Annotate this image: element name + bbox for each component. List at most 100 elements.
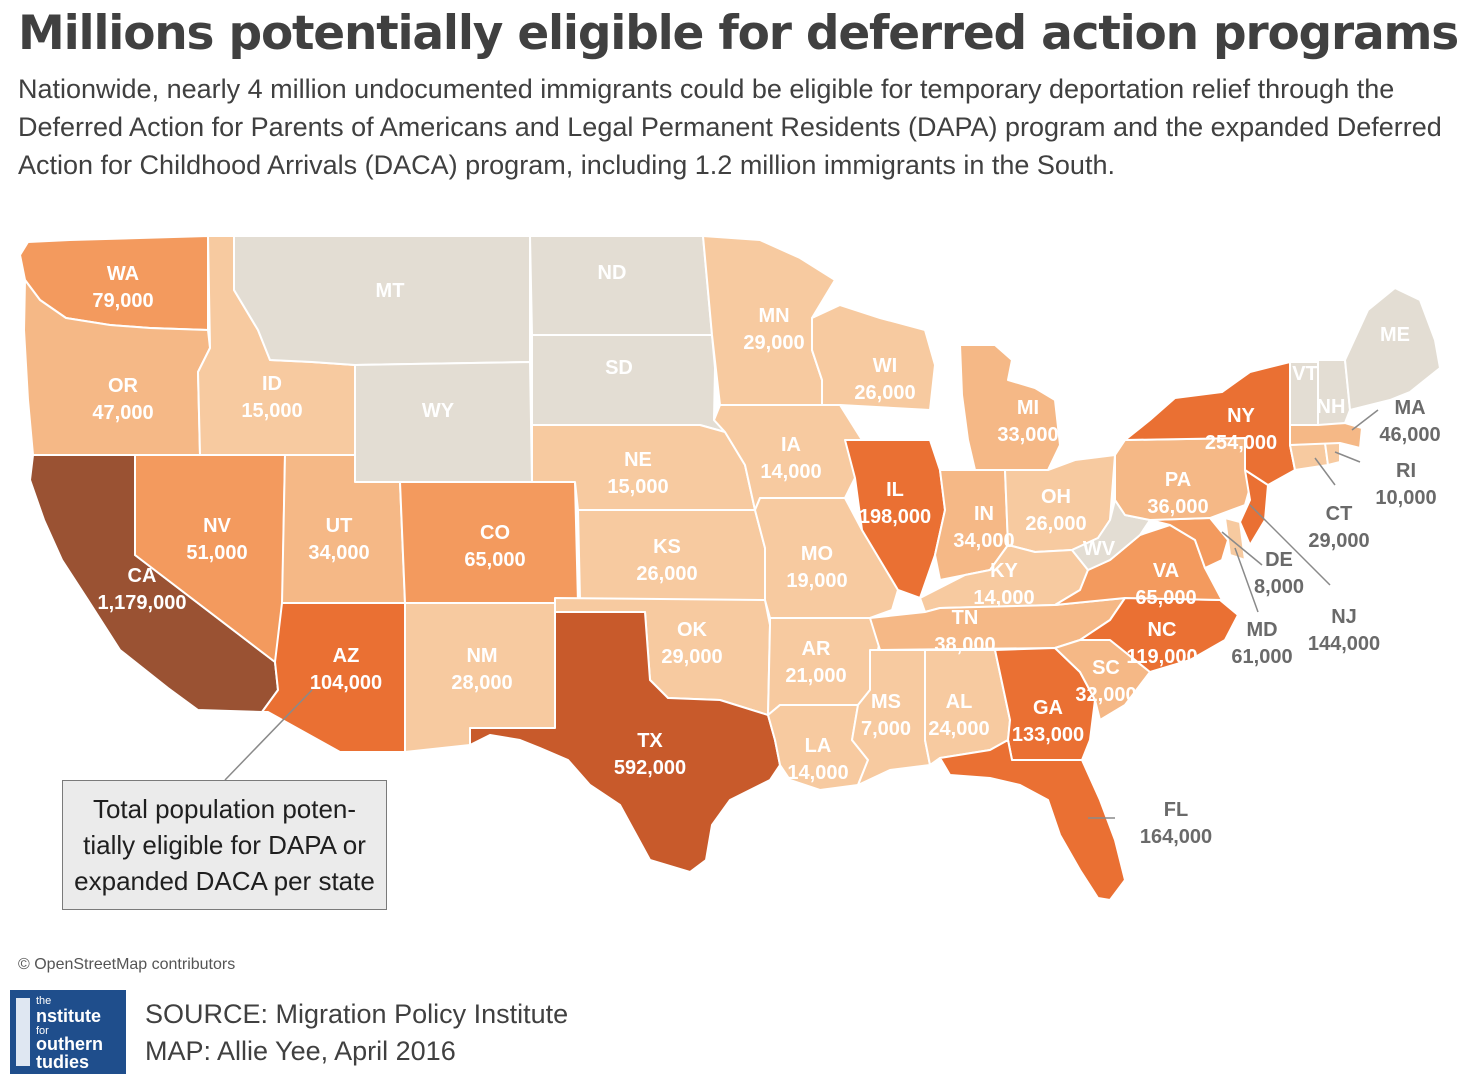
state-value-label-ct: 29,000 [1308,530,1369,552]
page-subtitle: Nationwide, nearly 4 million undocumente… [18,74,1442,180]
state-value-label-ut: 34,000 [308,542,369,564]
state-code-label-vt: VT [1292,363,1318,385]
state-fl [939,739,1126,901]
state-value-label-wa: 79,000 [92,290,153,312]
state-code-label-la: LA [805,735,832,757]
state-value-label-ia: 14,000 [760,461,821,483]
state-code-label-ms: MS [871,691,901,713]
legend-callout: Total population poten- tially eligible … [62,780,387,910]
state-code-label-id: ID [262,373,282,395]
state-value-label-il: 198,000 [859,506,931,528]
state-value-label-co: 65,000 [464,549,525,571]
map-attribution: © OpenStreetMap contributors [18,956,236,973]
state-code-label-nv: NV [203,515,231,537]
state-ct [1289,442,1329,471]
page-title: Millions potentially eligible for deferr… [18,6,1459,61]
state-value-label-tx: 592,000 [614,757,686,779]
callout-line-3: expanded DACA per state [74,866,375,896]
state-value-label-ma: 46,000 [1379,424,1440,446]
callout-line-1: Total population poten- [92,794,357,824]
state-code-label-ok: OK [677,619,708,641]
state-code-label-nd: ND [598,262,627,284]
state-value-label-nm: 28,000 [451,672,512,694]
state-value-label-la: 14,000 [787,762,848,784]
state-value-label-ca: 1,179,000 [98,592,187,614]
state-code-label-oh: OH [1041,486,1071,508]
state-code-label-sd: SD [605,357,633,379]
state-sd [531,334,726,433]
state-code-label-nc: NC [1148,619,1177,641]
state-code-label-wy: WY [422,400,455,422]
state-value-label-pa: 36,000 [1147,496,1208,518]
state-nc [1079,597,1239,673]
state-nh [1317,359,1351,426]
source-credit: SOURCE: Migration Policy Institute MAP: … [145,996,568,1070]
state-code-label-sc: SC [1092,657,1120,679]
state-code-label-il: IL [886,479,904,501]
state-md [1149,517,1229,569]
state-value-label-ne: 15,000 [607,476,668,498]
institute-logo: the nstitute for outhern tudies [10,990,126,1074]
state-code-label-ca: CA [128,565,157,587]
state-value-label-ks: 26,000 [636,563,697,585]
state-value-label-ky: 14,000 [973,587,1034,609]
state-code-label-nj: NJ [1331,606,1357,628]
state-code-label-ky: KY [990,560,1018,582]
state-me [1344,287,1441,411]
state-code-label-mo: MO [801,543,833,565]
state-code-label-ia: IA [781,434,801,456]
state-code-label-me: ME [1380,324,1410,346]
state-code-label-tx: TX [637,730,663,752]
state-code-label-de: DE [1265,549,1293,571]
source-line: SOURCE: Migration Policy Institute [145,999,569,1029]
state-code-label-ma: MA [1394,397,1425,419]
state-code-label-nm: NM [466,645,497,667]
state-code-label-mn: MN [758,305,789,327]
state-value-label-al: 24,000 [928,718,989,740]
state-tx [469,611,781,873]
state-code-label-ks: KS [653,536,681,558]
state-value-label-in: 34,000 [953,530,1014,552]
state-de [1224,517,1246,561]
state-code-label-ar: AR [802,638,831,660]
state-value-label-nc: 119,000 [1126,646,1197,668]
state-value-label-mo: 19,000 [786,570,847,592]
state-value-label-or: 47,000 [92,402,153,424]
state-value-label-nj: 144,000 [1308,633,1380,655]
state-code-label-md: MD [1246,619,1277,641]
state-value-label-mi: 33,000 [997,424,1058,446]
state-value-label-ok: 29,000 [661,646,722,668]
state-code-label-in: IN [974,503,994,525]
logo-line-5: tudies [36,1052,90,1072]
state-value-label-nv: 51,000 [186,542,247,564]
logo-line-1: the [36,995,52,1007]
state-code-label-mi: MI [1017,397,1039,419]
state-mo [754,497,899,619]
state-value-label-ri: 10,000 [1375,487,1436,509]
state-code-label-az: AZ [333,645,360,667]
state-value-label-wi: 26,000 [854,382,915,404]
state-code-label-wi: WI [873,355,897,377]
state-mi [959,344,1061,471]
state-code-label-fl: FL [1164,799,1188,821]
state-code-label-nh: NH [1317,396,1346,418]
state-value-label-fl: 164,000 [1140,826,1212,848]
state-value-label-ar: 21,000 [785,665,846,687]
state-value-label-id: 15,000 [241,400,302,422]
state-value-label-md: 61,000 [1231,646,1292,668]
state-code-label-wv: WV [1083,538,1116,560]
state-code-label-or: OR [108,375,139,397]
state-code-label-co: CO [480,522,510,544]
state-value-label-az: 104,000 [310,672,382,694]
state-value-label-va: 65,000 [1135,587,1196,609]
state-ma [1289,422,1363,449]
state-nd [529,235,713,336]
logo-line-4: outhern [36,1034,103,1054]
state-value-label-tn: 38,000 [934,634,995,656]
map-credit-line: MAP: Allie Yee, April 2016 [145,1036,456,1066]
logo-bar-icon [16,998,30,1066]
state-ri [1324,442,1341,466]
logo-line-2: nstitute [36,1006,101,1026]
logo-line-3: for [36,1025,49,1037]
